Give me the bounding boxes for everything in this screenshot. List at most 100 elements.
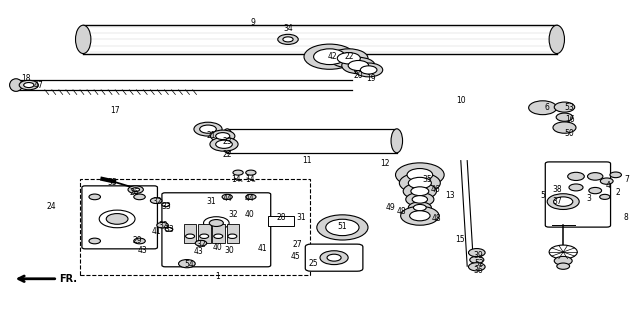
Text: 37: 37: [552, 197, 562, 206]
Text: 34: 34: [283, 24, 293, 33]
Text: 26: 26: [129, 188, 140, 197]
FancyBboxPatch shape: [82, 186, 157, 249]
Circle shape: [162, 203, 170, 207]
FancyBboxPatch shape: [305, 244, 363, 271]
Circle shape: [320, 251, 348, 265]
Text: 8: 8: [623, 213, 628, 222]
Circle shape: [216, 133, 230, 140]
Circle shape: [399, 173, 440, 193]
Circle shape: [406, 192, 434, 206]
Circle shape: [246, 194, 256, 199]
Text: 27: 27: [292, 240, 303, 249]
Bar: [227, 224, 239, 243]
Circle shape: [554, 102, 575, 112]
Text: 41: 41: [152, 227, 162, 236]
Circle shape: [547, 194, 579, 209]
Circle shape: [106, 214, 128, 224]
Text: 23: 23: [222, 137, 232, 146]
Text: 9: 9: [250, 18, 255, 26]
Circle shape: [411, 187, 429, 196]
Circle shape: [216, 140, 232, 148]
Circle shape: [200, 125, 216, 133]
Bar: [212, 224, 225, 243]
Circle shape: [157, 222, 168, 228]
Circle shape: [360, 66, 377, 74]
Circle shape: [549, 245, 577, 259]
Text: 33: 33: [164, 226, 175, 234]
Text: 28: 28: [277, 213, 286, 222]
Circle shape: [401, 206, 439, 225]
Bar: [268, 216, 294, 226]
Circle shape: [278, 34, 298, 44]
Text: 1: 1: [215, 272, 220, 281]
Circle shape: [569, 184, 583, 191]
Circle shape: [556, 113, 573, 121]
Circle shape: [211, 130, 235, 142]
Text: 17: 17: [110, 106, 120, 115]
Text: 32: 32: [158, 221, 168, 230]
Bar: [80, 179, 310, 275]
Circle shape: [200, 234, 209, 238]
Circle shape: [89, 238, 100, 244]
Circle shape: [150, 198, 162, 203]
Circle shape: [326, 219, 359, 236]
Text: 36: 36: [474, 266, 484, 275]
Circle shape: [410, 211, 430, 221]
Text: 48: 48: [431, 215, 442, 223]
Circle shape: [355, 63, 383, 77]
Text: 19: 19: [366, 74, 376, 83]
Text: 13: 13: [445, 191, 455, 200]
Circle shape: [246, 170, 256, 175]
Text: 40: 40: [212, 243, 223, 252]
Text: 32: 32: [152, 197, 162, 206]
Text: 38: 38: [552, 185, 562, 193]
FancyBboxPatch shape: [545, 162, 611, 227]
Circle shape: [19, 80, 38, 90]
Circle shape: [408, 177, 431, 189]
Circle shape: [610, 172, 621, 178]
Text: 10: 10: [456, 96, 466, 105]
Circle shape: [330, 49, 368, 68]
Circle shape: [222, 194, 232, 199]
Circle shape: [396, 163, 444, 187]
Circle shape: [553, 122, 576, 133]
Text: 52: 52: [474, 259, 484, 267]
Text: 15: 15: [454, 235, 465, 244]
Text: 46: 46: [430, 185, 440, 193]
Circle shape: [194, 122, 222, 136]
Circle shape: [342, 57, 375, 74]
Circle shape: [165, 227, 173, 231]
Text: 48: 48: [397, 207, 407, 215]
Circle shape: [228, 234, 237, 238]
Circle shape: [132, 188, 140, 192]
Ellipse shape: [391, 129, 403, 153]
Circle shape: [209, 220, 223, 226]
Circle shape: [210, 137, 238, 151]
Text: 29: 29: [132, 237, 143, 245]
Circle shape: [554, 256, 572, 265]
Circle shape: [413, 204, 426, 211]
Circle shape: [283, 37, 293, 42]
Circle shape: [214, 234, 223, 238]
Circle shape: [204, 217, 229, 229]
Text: 2: 2: [615, 188, 620, 197]
Circle shape: [195, 240, 207, 246]
Text: 22: 22: [223, 150, 232, 159]
Text: 43: 43: [137, 246, 147, 255]
Circle shape: [317, 215, 368, 240]
Text: FR.: FR.: [60, 274, 77, 284]
Circle shape: [89, 194, 100, 200]
Circle shape: [554, 197, 573, 206]
Circle shape: [99, 210, 135, 228]
Text: 33: 33: [161, 202, 172, 211]
Text: 20: 20: [353, 71, 364, 80]
Text: 30: 30: [224, 246, 234, 255]
Circle shape: [337, 53, 360, 64]
Circle shape: [557, 263, 570, 269]
Text: 49: 49: [385, 203, 396, 212]
Circle shape: [304, 44, 355, 69]
Text: 40: 40: [244, 210, 255, 219]
Circle shape: [408, 202, 431, 213]
Ellipse shape: [76, 25, 91, 54]
Text: 41: 41: [257, 244, 268, 253]
